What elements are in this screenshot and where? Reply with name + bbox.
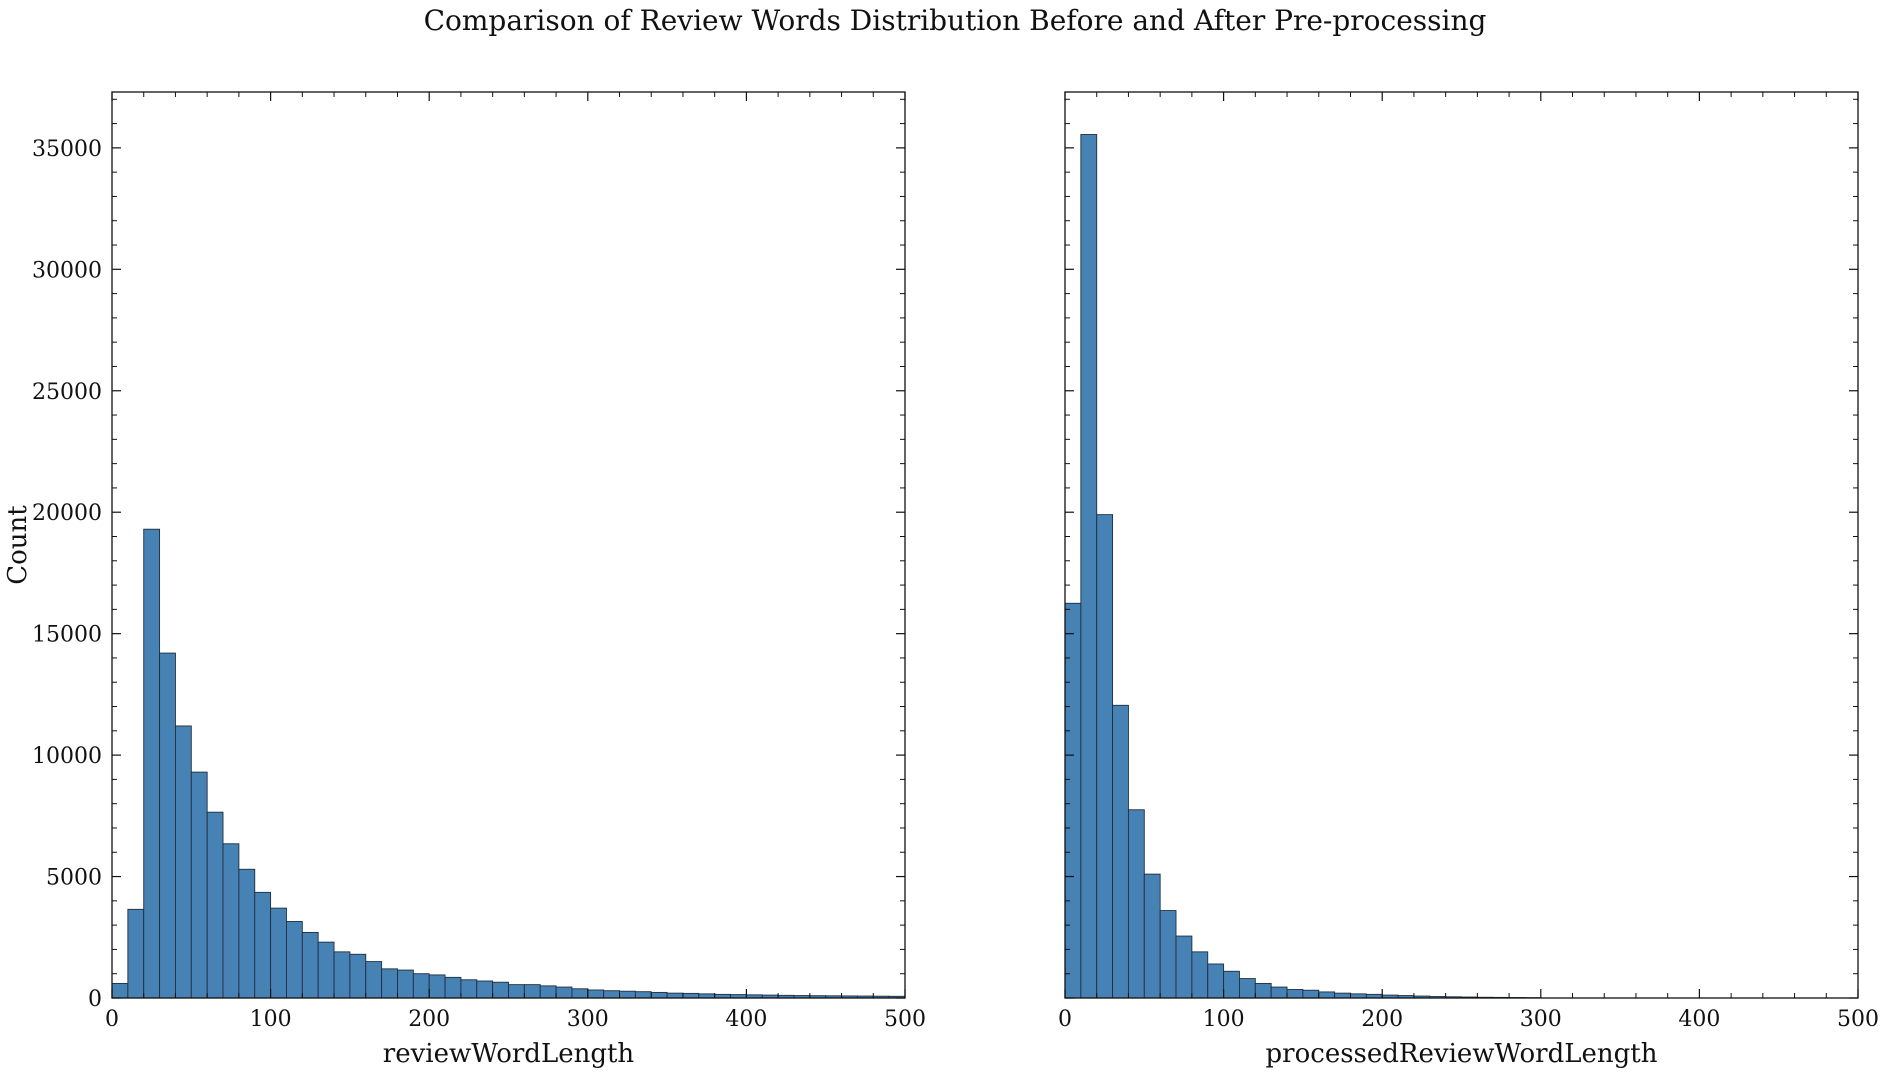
histogram-panel-raw: 0 100 200 300 400 500050001000015000200002500…: [3, 91, 926, 1069]
x-axis-label: processedReviewWordLength: [1266, 1039, 1658, 1069]
histogram-bar: [539, 985, 557, 999]
figure-title: Comparison of Review Words Distribution …: [424, 4, 1487, 37]
histogram-bar: [682, 992, 700, 999]
histogram-bar: [523, 984, 541, 999]
histogram-bar: [127, 908, 145, 999]
histogram-bar: [1254, 982, 1272, 999]
y-tick-label: 15000: [32, 623, 102, 648]
axes-frame: [111, 91, 906, 999]
y-tick-label: 20000: [32, 501, 102, 526]
histogram-bar: [412, 973, 430, 999]
histogram-bar: [650, 991, 668, 999]
axes-frame: [1064, 91, 1859, 999]
histogram-bar: [1080, 134, 1098, 999]
x-tick-label: 500: [884, 1007, 926, 1032]
x-tick-label: 100: [250, 1007, 292, 1032]
histogram-bar: [571, 988, 589, 999]
histogram-bar: [1159, 910, 1177, 999]
y-tick-label: 10000: [32, 744, 102, 769]
histogram-bar: [1191, 951, 1209, 999]
histogram-bar: [508, 984, 525, 999]
histogram-bar: [1270, 986, 1288, 999]
histogram-bar: [1143, 873, 1161, 999]
y-tick-label: 35000: [32, 137, 102, 162]
histogram-bar: [1318, 991, 1336, 999]
histogram-bar: [1223, 970, 1240, 999]
histogram-bar: [666, 992, 684, 999]
histogram-bar: [365, 961, 383, 999]
histogram-bar: [1286, 989, 1304, 999]
histogram-bar: [476, 980, 494, 999]
histogram-bar: [444, 976, 462, 999]
x-tick-label: 100: [1203, 1007, 1245, 1032]
histogram-bar: [301, 931, 319, 999]
histogram-bar: [286, 921, 303, 999]
histogram-bar: [1302, 989, 1320, 999]
x-tick-label: 200: [1361, 1007, 1403, 1032]
histogram-bar: [190, 771, 208, 999]
histogram-bar: [1239, 978, 1256, 999]
histogram-bar: [587, 989, 605, 999]
histogram-bar: [1207, 963, 1225, 999]
y-axis-label: Count: [3, 505, 33, 585]
x-tick-label: 300: [567, 1007, 609, 1032]
histogram-bar: [603, 990, 620, 999]
histogram-bar: [1334, 992, 1351, 999]
histogram-bar: [222, 843, 240, 999]
histogram-bar: [159, 652, 176, 999]
histogram-bar: [254, 891, 272, 999]
x-axis-label: reviewWordLength: [383, 1039, 635, 1069]
histogram-bar: [634, 991, 652, 999]
histogram-bar: [460, 979, 478, 999]
histogram-bar: [317, 941, 335, 999]
histogram-bar: [619, 990, 636, 999]
histogram-bar: [349, 953, 367, 999]
histogram-bar: [174, 725, 192, 999]
x-tick-label: 0: [105, 1007, 119, 1032]
histogram-bar: [111, 982, 129, 999]
histogram-bar: [397, 969, 414, 999]
x-tick-label: 400: [725, 1007, 767, 1032]
histogram-bar: [143, 528, 161, 999]
x-tick-label: 200: [408, 1007, 450, 1032]
histogram-bar: [1127, 809, 1145, 999]
x-tick-label: 300: [1520, 1007, 1562, 1032]
histogram-bar: [428, 974, 446, 999]
y-tick-label: 5000: [46, 866, 102, 891]
histogram-panel-processed: 0 100 200 300 400 500 processedReviewWordLengt…: [1058, 91, 1879, 1069]
histogram-bar: [238, 868, 256, 999]
histogram-bar: [1096, 514, 1114, 999]
x-tick-label: 400: [1678, 1007, 1720, 1032]
x-tick-label: 500: [1837, 1007, 1879, 1032]
histogram-bar: [1175, 935, 1193, 999]
histogram-bar: [492, 981, 509, 999]
histogram-bar: [333, 951, 351, 999]
histogram-bar: [381, 968, 398, 999]
histogram-bar: [270, 907, 287, 999]
x-tick-label: 0: [1058, 1007, 1072, 1032]
y-tick-label: 0: [88, 987, 102, 1012]
histogram-bar: [1064, 602, 1082, 999]
y-tick-label: 25000: [32, 380, 102, 405]
histogram-bar: [206, 811, 224, 999]
histogram-bar: [555, 986, 573, 999]
histogram-bar: [1112, 704, 1129, 999]
y-tick-label: 30000: [32, 258, 102, 283]
